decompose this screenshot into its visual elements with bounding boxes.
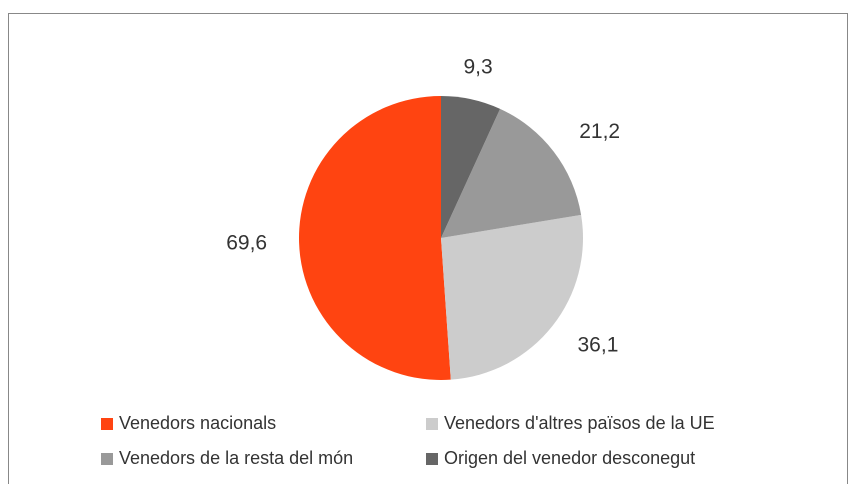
legend-label: Venedors d'altres països de la UE <box>444 413 715 433</box>
data-label: 9,3 <box>463 56 492 79</box>
legend-swatch <box>426 453 438 465</box>
pie-slice <box>441 214 583 380</box>
legend-swatch <box>101 418 113 430</box>
data-label: 21,2 <box>579 120 620 143</box>
chart-frame <box>8 13 848 489</box>
data-label: 69,6 <box>226 232 267 255</box>
legend-label: Venedors nacionals <box>119 413 276 433</box>
legend-swatch <box>426 418 438 430</box>
legend-label: Origen del venedor desconegut <box>444 448 695 468</box>
pie-slice <box>441 108 582 239</box>
data-label: 36,1 <box>578 333 619 356</box>
pie-slice <box>441 96 501 238</box>
pie-slice <box>299 96 451 380</box>
legend-label: Venedors de la resta del món <box>119 448 353 468</box>
legend-swatch <box>101 453 113 465</box>
